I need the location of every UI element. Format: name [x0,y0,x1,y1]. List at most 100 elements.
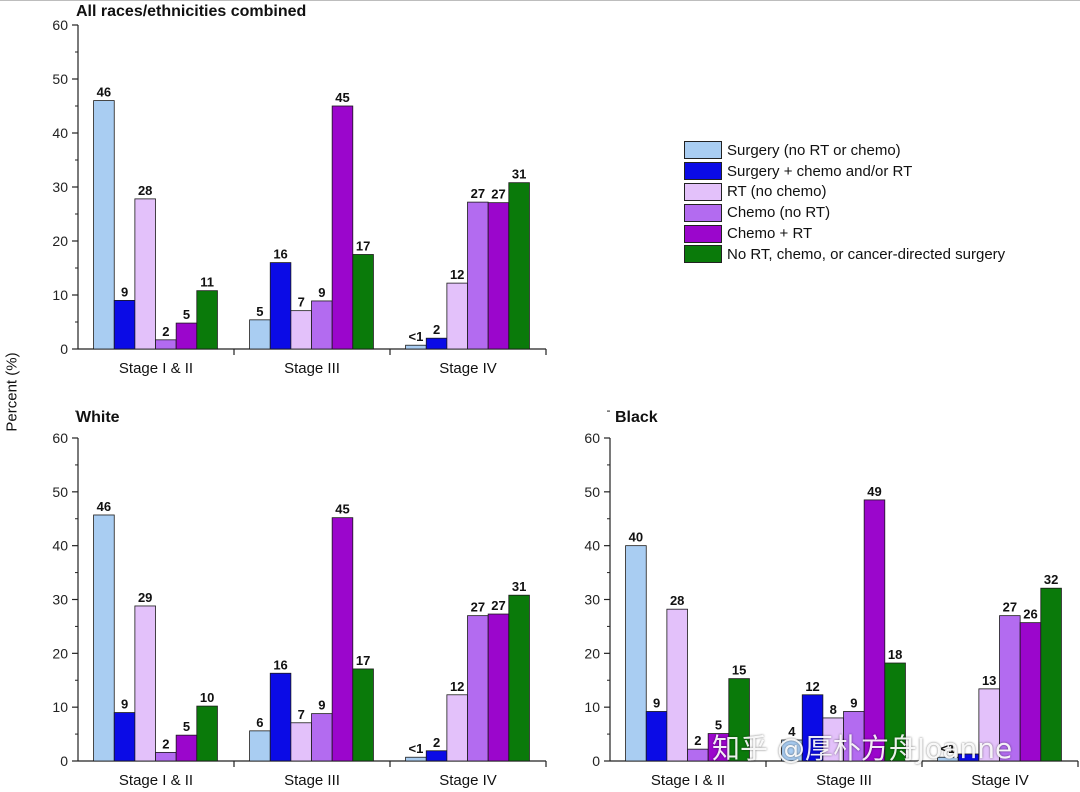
data-label-all-s0-c0: 46 [97,85,111,100]
data-label-all-s1-c0: 9 [121,284,128,299]
legend-swatch-chemo-only [684,203,722,222]
data-label-all-s4-c0: 5 [183,307,190,322]
top-border-line [0,0,1080,1]
data-label-black-s4-c1: 49 [867,484,881,499]
data-label-all-s1-c2: 2 [433,322,440,337]
x-tick-label-white: Stage IV [439,772,497,789]
bar-white-s1-c2 [425,750,448,762]
data-label-all-s0-c2: <1 [409,329,424,344]
data-label-black-s3-c2: 27 [1003,600,1017,615]
y-tick-label-white: 30 [52,592,68,608]
bar-all-s5-c2 [508,182,530,350]
legend-swatch-surgery-only [684,141,722,160]
legend-swatch-surgery-plus [684,162,722,181]
legend-label-chemo-rt: Chemo + RT [727,225,813,243]
bar-white-s3-c0 [155,751,177,762]
data-label-black-s2-c2: 13 [982,673,996,688]
y-tick-label-white: 10 [52,699,68,715]
bar-black-s4-c2 [1019,622,1042,762]
data-label-white-s2-c2: 12 [450,679,464,694]
bar-all-s0-c0 [93,100,115,350]
data-label-all-s3-c0: 2 [162,324,169,339]
x-tick-label-black: Stage I & II [651,772,725,789]
legend-item-surgery-only: Surgery (no RT or chemo) [684,140,1005,161]
panel-title-black: Black [615,409,658,426]
legend: Surgery (no RT or chemo) Surgery + chemo… [684,140,1005,265]
legend-swatch-chemo-rt [684,224,722,243]
bar-black-s2-c0 [666,608,688,762]
y-tick-label-white: 40 [52,538,68,554]
data-label-all-s1-c1: 16 [273,247,287,262]
data-label-black-s0-c0: 40 [629,530,643,545]
bar-all-s2-c2 [446,282,468,350]
y-axis-label: Percent (%) [3,352,21,432]
data-label-black-s4-c0: 5 [715,718,722,733]
data-label-white-s3-c1: 9 [318,698,325,713]
bar-white-s1-c0 [113,712,136,762]
data-label-white-s2-c1: 7 [298,707,305,722]
data-label-all-s2-c0: 28 [138,183,152,198]
data-label-white-s1-c1: 16 [273,657,287,672]
bar-white-s4-c2 [487,613,510,762]
bar-all-s0-c1 [249,319,271,350]
bar-black-s5-c0 [728,678,750,762]
x-tick-label-black: Stage IV [971,772,1029,789]
y-tick-label-all: 0 [60,341,68,357]
data-label-black-s3-c0: 2 [694,733,701,748]
legend-label-surgery-plus: Surgery + chemo and/or RT [727,162,913,180]
bar-black-s1-c0 [645,711,668,762]
panel-title-all: All races/ethnicities combined [76,3,306,20]
data-label-all-s4-c1: 45 [335,90,349,105]
data-label-white-s0-c1: 6 [256,715,263,730]
bar-white-s0-c1 [249,730,271,762]
legend-label-no-treatment: No RT, chemo, or cancer-directed surgery [727,245,1006,263]
data-label-white-s4-c2: 27 [491,598,505,613]
y-tick-label-all: 10 [52,287,68,303]
bar-white-s1-c1 [269,672,292,762]
y-tick-label-all: 50 [52,71,68,87]
bar-white-s0-c0 [93,514,115,762]
y-tick-label-black: 20 [584,645,600,661]
legend-item-chemo-rt: Chemo + RT [684,223,1005,244]
data-label-black-s2-c0: 28 [670,593,684,608]
y-tick-label-black: 50 [584,484,600,500]
data-label-white-s1-c0: 9 [121,697,128,712]
legend-label-chemo-only: Chemo (no RT) [727,204,831,222]
data-label-black-s1-c0: 9 [653,695,660,710]
x-tick-label-white: Stage I & II [119,772,193,789]
y-tick-label-black: 60 [584,430,600,446]
data-label-all-s0-c1: 5 [256,304,263,319]
bar-white-s3-c2 [467,615,489,762]
y-tick-label-black: 10 [584,699,600,715]
legend-label-surgery-only: Surgery (no RT or chemo) [727,141,901,159]
data-label-white-s5-c0: 10 [200,690,214,705]
legend-item-rt-only: RT (no chemo) [684,182,1005,203]
y-tick-label-white: 20 [52,645,68,661]
data-label-white-s1-c2: 2 [433,735,440,750]
data-label-white-s4-c0: 5 [183,719,190,734]
bar-black-s0-c0 [625,545,647,762]
data-label-black-s5-c0: 15 [732,663,746,678]
data-label-black-s5-c1: 18 [888,647,902,662]
bar-all-s2-c1 [290,310,312,350]
bar-all-s2-c0 [134,198,156,350]
bar-white-s2-c1 [290,722,312,762]
bar-all-s1-c2 [425,337,448,350]
data-label-white-s5-c1: 17 [356,653,370,668]
y-tick-label-all: 60 [52,17,68,33]
data-label-all-s5-c1: 17 [356,239,370,254]
x-tick-label-white: Stage III [284,772,340,789]
data-label-black-s2-c1: 8 [830,702,837,717]
legend-swatch-no-treatment [684,245,722,264]
bar-all-s1-c0 [113,299,136,350]
y-tick-label-black: 40 [584,538,600,554]
y-tick-label-all: 30 [52,179,68,195]
panel-title-white: White [76,409,120,426]
bar-white-s5-c0 [196,705,218,762]
bar-white-s2-c0 [134,605,156,762]
data-label-white-s4-c1: 45 [335,502,349,517]
y-tick-label-black: 30 [584,592,600,608]
data-label-white-s3-c0: 2 [162,736,169,751]
bar-all-s4-c0 [175,322,198,350]
